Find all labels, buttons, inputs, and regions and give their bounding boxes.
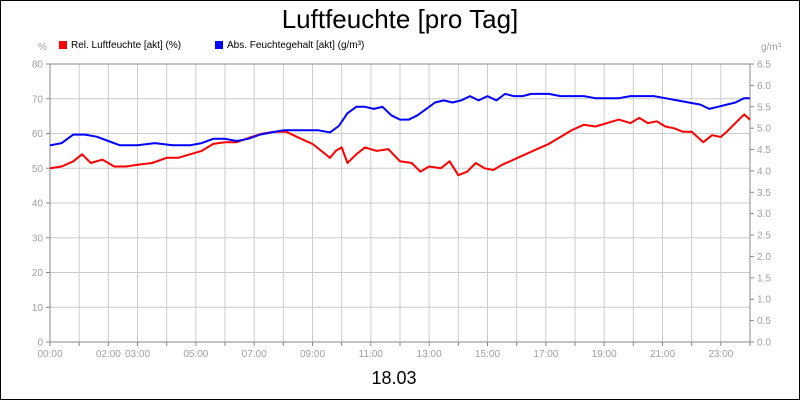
legend-label-rel: Rel. Luftfeuchte [akt] (%): [71, 40, 181, 51]
x-tick-label: 05:00: [183, 349, 208, 360]
y-right-tick-label: 2.5: [757, 231, 771, 242]
grid: [49, 63, 751, 343]
chart-title: Luftfeuchte [pro Tag]: [282, 4, 519, 34]
y-right-tick-label: 5.0: [757, 124, 771, 135]
x-tick-label: 21:00: [650, 349, 675, 360]
y-right-tick-label: 4.0: [757, 166, 771, 177]
y-left-tick-label: 10: [32, 303, 44, 314]
y-left-tick-label: 0: [37, 338, 43, 349]
x-tick-label: 23:00: [708, 349, 733, 360]
y-left-tick-label: 50: [32, 164, 44, 175]
y-right-tick-label: 1.5: [757, 273, 771, 284]
y-right-tick-label: 2.0: [757, 252, 771, 263]
y-right-tick-label: 3.5: [757, 188, 771, 199]
axes: [46, 63, 754, 346]
x-tick-label: 03:00: [125, 349, 150, 360]
series-line-abs-humidity: [49, 92, 750, 147]
x-tick-label: 15:00: [475, 349, 500, 360]
legend-swatch-abs: [215, 41, 223, 49]
y-right-tick-label: 1.0: [757, 295, 771, 306]
y-left-tick-label: 30: [32, 233, 44, 244]
x-tick-label: 11:00: [359, 349, 384, 360]
x-tick-label: 19:00: [592, 349, 617, 360]
y-right-tick-label: 6.0: [757, 81, 771, 92]
x-tick-label: 07:00: [242, 349, 267, 360]
y-left-tick-label: 40: [32, 199, 44, 210]
x-tick-label: 00:00: [37, 349, 62, 360]
y-right-tick-label: 3.0: [757, 209, 771, 220]
legend-swatch-rel: [59, 41, 67, 49]
x-tick-label: 13:00: [417, 349, 442, 360]
y-right-tick-label: 0.0: [757, 338, 771, 349]
y-left-unit: %: [38, 42, 47, 53]
date-label: 18.03: [371, 368, 416, 388]
series-line-rel-humidity: [49, 113, 751, 177]
y-right-tick-label: 6.5: [757, 60, 771, 71]
legend-label-abs: Abs. Feuchtegehalt [akt] (g/m³): [227, 40, 364, 51]
y-left-tick-label: 70: [32, 94, 44, 105]
series: [49, 92, 751, 177]
y-right-tick-label: 5.5: [757, 102, 771, 113]
x-tick-label: 17:00: [533, 349, 558, 360]
x-tick-label: 02:00: [96, 349, 121, 360]
y-right-tick-label: 0.5: [757, 316, 771, 327]
y-left-tick-label: 60: [32, 129, 44, 140]
tick-labels: 0 10 20 30 40 50 60 70 80 0.0 0.5 1.0 1.5 2.0 2.5 3.0 3.…: [32, 60, 771, 361]
y-right-tick-label: 4.5: [757, 145, 771, 156]
y-right-unit: g/m³: [761, 42, 782, 53]
y-left-tick-label: 20: [32, 268, 44, 279]
y-left-tick-label: 80: [32, 60, 44, 71]
x-tick-label: 09:00: [300, 349, 325, 360]
plot-border: [49, 63, 751, 343]
